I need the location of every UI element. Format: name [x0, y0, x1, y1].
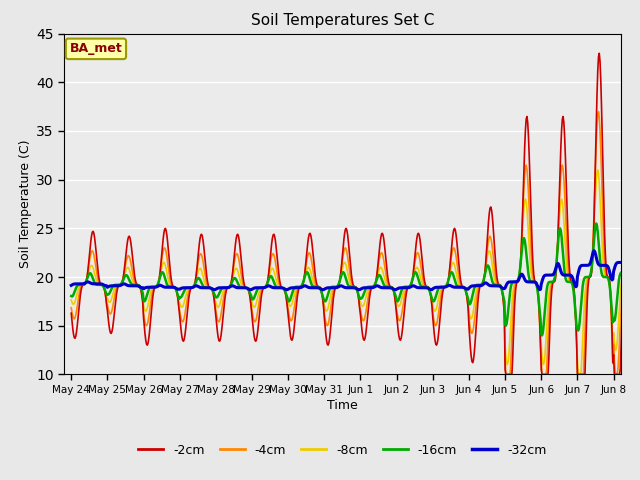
- Y-axis label: Soil Temperature (C): Soil Temperature (C): [19, 140, 32, 268]
- Text: BA_met: BA_met: [70, 42, 122, 55]
- X-axis label: Time: Time: [327, 399, 358, 412]
- Title: Soil Temperatures Set C: Soil Temperatures Set C: [251, 13, 434, 28]
- Legend: -2cm, -4cm, -8cm, -16cm, -32cm: -2cm, -4cm, -8cm, -16cm, -32cm: [133, 439, 552, 462]
